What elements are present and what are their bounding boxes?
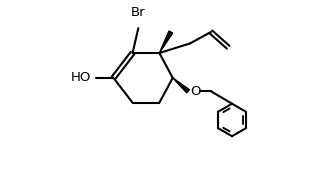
Polygon shape — [173, 78, 189, 93]
Text: O: O — [190, 85, 201, 98]
Polygon shape — [159, 31, 173, 53]
Text: HO: HO — [71, 71, 91, 84]
Text: Br: Br — [131, 6, 146, 19]
